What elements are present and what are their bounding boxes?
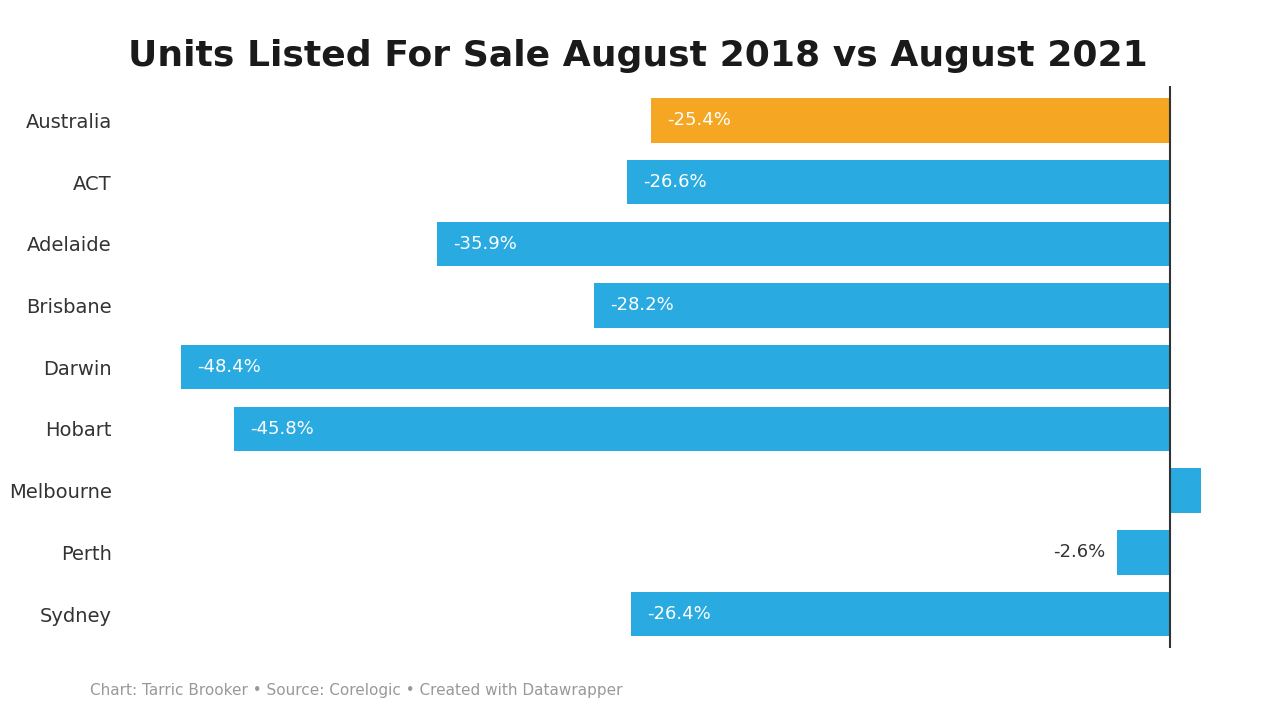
Text: -2.6%: -2.6% — [1053, 544, 1105, 562]
Bar — [593, 283, 1170, 328]
Bar — [234, 407, 1170, 451]
Text: -25.4%: -25.4% — [668, 112, 732, 130]
Text: Units Listed For Sale August 2018 vs August 2021: Units Listed For Sale August 2018 vs Aug… — [128, 39, 1147, 73]
Text: -45.8%: -45.8% — [251, 420, 315, 438]
Bar — [651, 98, 1170, 143]
Text: -48.4%: -48.4% — [197, 359, 261, 376]
Text: Chart: Tarric Brooker • Source: Corelogic • Created with Datawrapper: Chart: Tarric Brooker • Source: Corelogi… — [90, 683, 622, 698]
Text: -28.2%: -28.2% — [610, 297, 674, 315]
Bar — [436, 222, 1170, 266]
Text: -35.9%: -35.9% — [453, 235, 517, 253]
Bar — [182, 345, 1170, 390]
Text: -26.4%: -26.4% — [647, 605, 711, 623]
Bar — [627, 160, 1170, 204]
Text: -26.6%: -26.6% — [643, 173, 706, 191]
Bar — [1170, 469, 1201, 513]
Bar — [1117, 530, 1170, 575]
Bar — [631, 592, 1170, 636]
